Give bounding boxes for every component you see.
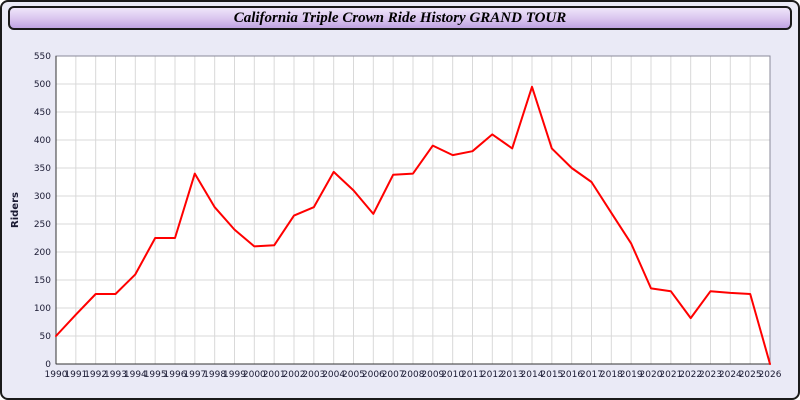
svg-text:2024: 2024: [719, 370, 742, 380]
svg-text:2021: 2021: [659, 370, 682, 380]
svg-text:500: 500: [34, 80, 51, 90]
svg-text:2002: 2002: [283, 370, 306, 380]
svg-text:2014: 2014: [521, 370, 544, 380]
svg-text:450: 450: [34, 108, 51, 118]
svg-text:250: 250: [34, 220, 51, 230]
svg-text:350: 350: [34, 164, 51, 174]
riders-line-chart: 1990199119921993199419951996199719981999…: [10, 52, 782, 380]
svg-text:400: 400: [34, 136, 51, 146]
svg-text:2015: 2015: [540, 370, 563, 380]
svg-text:2010: 2010: [441, 370, 464, 380]
svg-text:1999: 1999: [223, 370, 246, 380]
svg-text:2013: 2013: [501, 370, 524, 380]
svg-text:2003: 2003: [302, 370, 325, 380]
svg-text:Riders: Riders: [10, 192, 21, 228]
svg-text:2001: 2001: [263, 370, 286, 380]
svg-text:2005: 2005: [342, 370, 365, 380]
svg-text:1991: 1991: [64, 370, 87, 380]
svg-text:1993: 1993: [104, 370, 127, 380]
svg-text:2009: 2009: [421, 370, 444, 380]
svg-text:2006: 2006: [362, 370, 385, 380]
svg-text:150: 150: [34, 276, 51, 286]
svg-text:2026: 2026: [759, 370, 782, 380]
svg-text:2011: 2011: [461, 370, 484, 380]
svg-text:2018: 2018: [600, 370, 623, 380]
chart-title-bar: California Triple Crown Ride History GRA…: [8, 6, 792, 30]
svg-text:2022: 2022: [679, 370, 702, 380]
chart-title: California Triple Crown Ride History GRA…: [233, 9, 567, 26]
svg-text:1994: 1994: [124, 370, 147, 380]
svg-text:50: 50: [40, 332, 52, 342]
svg-text:2019: 2019: [620, 370, 643, 380]
svg-text:2016: 2016: [560, 370, 583, 380]
svg-text:1992: 1992: [84, 370, 107, 380]
svg-text:2007: 2007: [382, 370, 405, 380]
svg-text:1990: 1990: [45, 370, 68, 380]
svg-text:2025: 2025: [739, 370, 762, 380]
svg-text:1996: 1996: [164, 370, 187, 380]
svg-text:2012: 2012: [481, 370, 504, 380]
svg-text:2008: 2008: [402, 370, 425, 380]
svg-text:2004: 2004: [322, 370, 345, 380]
svg-text:300: 300: [34, 192, 51, 202]
svg-text:1997: 1997: [183, 370, 206, 380]
svg-text:1998: 1998: [203, 370, 226, 380]
chart-area: 1990 1991 1992 1993 1994 1995 1996 1997 1998 1999…: [6, 42, 794, 394]
svg-text:200: 200: [34, 248, 51, 258]
svg-text:0: 0: [45, 360, 51, 370]
svg-text:100: 100: [34, 304, 51, 314]
svg-text:2000: 2000: [243, 370, 266, 380]
svg-text:2023: 2023: [699, 370, 722, 380]
svg-text:1995: 1995: [144, 370, 167, 380]
svg-text:550: 550: [34, 52, 51, 62]
svg-text:2020: 2020: [640, 370, 663, 380]
svg-text:2017: 2017: [580, 370, 603, 380]
